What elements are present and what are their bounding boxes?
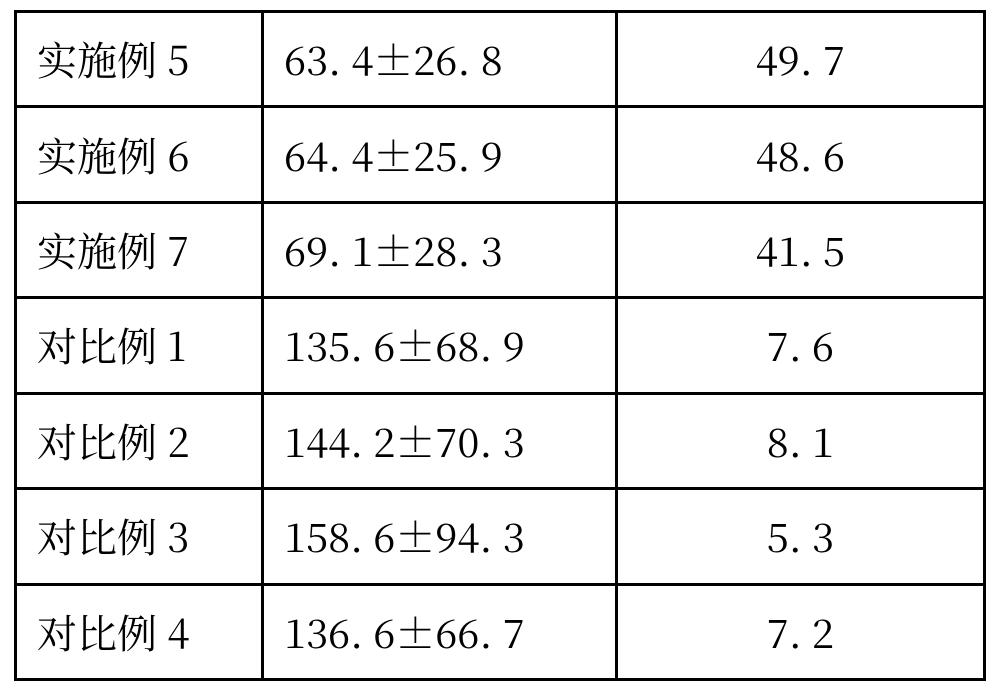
row-value: 135. 6±68. 9: [263, 298, 617, 393]
row-pct: 5. 3: [616, 489, 984, 584]
row-label: 实施例 6: [16, 107, 263, 202]
row-value: 63. 4±26. 8: [263, 12, 617, 107]
row-value: 136. 6±66. 7: [263, 584, 617, 679]
row-value: 69. 1±28. 3: [263, 202, 617, 297]
table-row: 对比例 1 135. 6±68. 9 7. 6: [16, 298, 985, 393]
row-pct: 7. 6: [616, 298, 984, 393]
table-row: 对比例 4 136. 6±66. 7 7. 2: [16, 584, 985, 679]
table-row: 实施例 5 63. 4±26. 8 49. 7: [16, 12, 985, 107]
row-pct: 41. 5: [616, 202, 984, 297]
row-pct: 49. 7: [616, 12, 984, 107]
row-pct: 8. 1: [616, 393, 984, 488]
table-row: 实施例 7 69. 1±28. 3 41. 5: [16, 202, 985, 297]
row-label: 对比例 1: [16, 298, 263, 393]
table-row: 实施例 6 64. 4±25. 9 48. 6: [16, 107, 985, 202]
row-pct: 48. 6: [616, 107, 984, 202]
table-row: 对比例 3 158. 6±94. 3 5. 3: [16, 489, 985, 584]
row-value: 144. 2±70. 3: [263, 393, 617, 488]
row-value: 64. 4±25. 9: [263, 107, 617, 202]
row-label: 对比例 3: [16, 489, 263, 584]
row-label: 对比例 4: [16, 584, 263, 679]
table-row: 对比例 2 144. 2±70. 3 8. 1: [16, 393, 985, 488]
row-label: 实施例 5: [16, 12, 263, 107]
row-label: 对比例 2: [16, 393, 263, 488]
row-label: 实施例 7: [16, 202, 263, 297]
table-container: 实施例 5 63. 4±26. 8 49. 7 实施例 6 64. 4±25. …: [0, 0, 1000, 695]
data-table: 实施例 5 63. 4±26. 8 49. 7 实施例 6 64. 4±25. …: [14, 10, 986, 681]
row-value: 158. 6±94. 3: [263, 489, 617, 584]
row-pct: 7. 2: [616, 584, 984, 679]
